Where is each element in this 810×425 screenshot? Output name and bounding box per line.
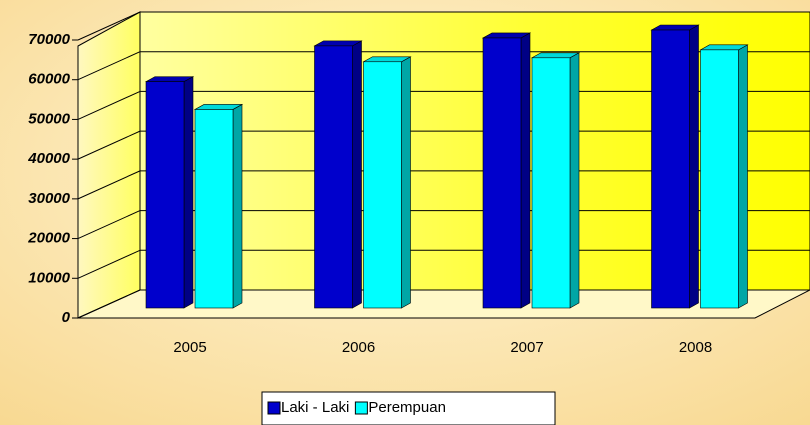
legend-swatch <box>354 401 368 415</box>
legend-label: Laki - Laki <box>281 399 349 416</box>
bar-side <box>520 32 531 309</box>
bar <box>531 57 571 309</box>
y-tick-label: 40000 <box>27 150 70 167</box>
x-tick-label: 2006 <box>342 339 375 356</box>
bar <box>700 49 739 309</box>
grid-line <box>77 249 141 279</box>
grid-line <box>77 90 141 120</box>
side-wall <box>77 11 141 319</box>
grid-line <box>77 210 141 240</box>
bar-top <box>362 56 412 63</box>
bar-side <box>232 103 243 309</box>
bar-top <box>144 76 195 82</box>
legend <box>261 391 556 425</box>
bar <box>145 81 185 309</box>
bar-side <box>401 56 411 309</box>
bar <box>314 45 353 309</box>
grid-line <box>77 51 141 81</box>
bar <box>194 109 234 309</box>
grid-line <box>77 170 141 200</box>
grid-line <box>77 130 141 160</box>
x-tick-label: 2007 <box>510 339 543 356</box>
bar-top <box>699 44 749 51</box>
y-tick-label: 10000 <box>28 269 70 286</box>
bar-top <box>481 32 532 39</box>
grid-line <box>77 289 141 319</box>
y-tick-label: 0 <box>62 309 71 326</box>
bar-side <box>352 40 362 309</box>
bar-side <box>689 24 699 309</box>
bar-top <box>650 24 700 31</box>
bar-top <box>193 104 244 110</box>
bar-side <box>183 76 194 309</box>
bar <box>651 29 690 309</box>
y-tick-label: 20000 <box>27 230 70 247</box>
bar-side <box>569 52 580 309</box>
bar <box>363 61 402 309</box>
bar-side <box>738 44 748 309</box>
y-tick-label: 70000 <box>28 31 70 48</box>
bar-top <box>313 40 363 47</box>
y-tick-label: 60000 <box>28 71 70 88</box>
y-tick-label: 30000 <box>28 190 70 207</box>
grid-line <box>77 11 141 41</box>
legend-label: Perempuan <box>368 399 446 416</box>
legend-swatch <box>267 401 281 415</box>
x-tick-label: 2005 <box>173 339 206 356</box>
y-tick-label: 50000 <box>28 110 70 127</box>
bar <box>482 37 522 309</box>
bar-top <box>530 52 581 59</box>
x-tick-label: 2008 <box>679 339 712 356</box>
